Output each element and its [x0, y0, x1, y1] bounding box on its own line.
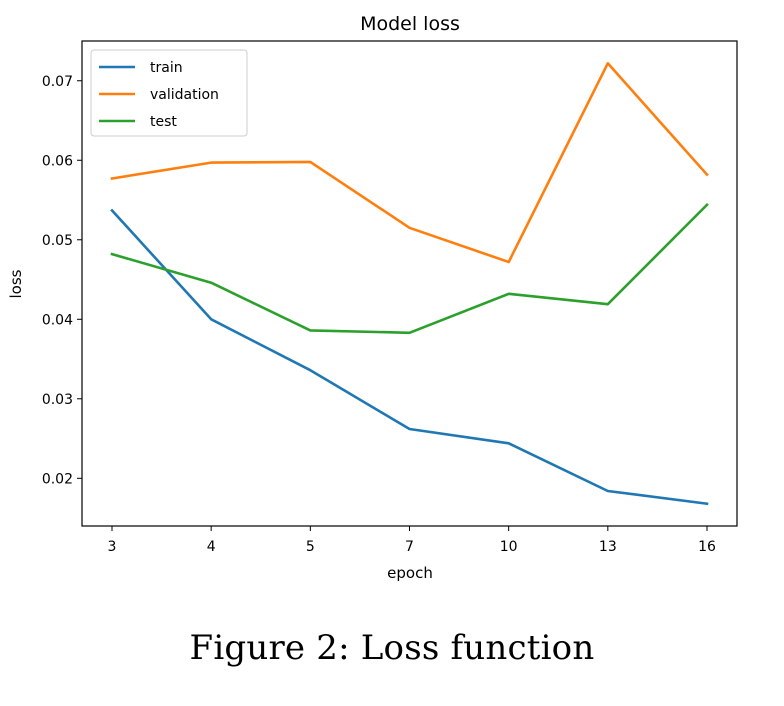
y-tick-label: 0.02	[42, 471, 73, 487]
x-tick-label: 7	[405, 539, 414, 555]
x-axis-ticks: 3 4 5 7 10 13 16	[108, 526, 716, 555]
y-axis-label: loss	[7, 269, 25, 298]
figure-caption: Figure 2: Loss function	[189, 628, 595, 668]
y-tick-label: 0.06	[42, 153, 73, 169]
series-line-validation	[110, 61, 709, 264]
legend-box	[90, 49, 248, 137]
y-tick-label: 0.05	[42, 233, 73, 249]
legend-label-validation: validation	[150, 87, 219, 103]
y-tick-label: 0.07	[42, 74, 73, 90]
series-lines	[110, 61, 709, 506]
legend: train validation test	[90, 49, 248, 137]
y-tick-label: 0.03	[42, 392, 73, 408]
x-tick-label: 16	[698, 539, 716, 555]
chart-title: Model loss	[360, 13, 460, 35]
legend-label-test: test	[150, 114, 177, 130]
loss-line-chart: Model loss 0.02 0.03 0.04 0.05 0.06 0.07 3 4 5 7…	[7, 13, 738, 582]
x-tick-label: 10	[500, 539, 518, 555]
x-axis-label: epoch	[387, 564, 433, 582]
legend-label-train: train	[150, 60, 183, 76]
x-tick-label: 4	[207, 539, 216, 555]
y-axis-ticks: 0.02 0.03 0.04 0.05 0.06 0.07	[42, 74, 82, 487]
series-line-train	[110, 208, 709, 506]
y-tick-label: 0.04	[42, 312, 73, 328]
series-line-test	[110, 202, 709, 335]
x-tick-label: 5	[306, 539, 315, 555]
x-tick-label: 3	[108, 539, 117, 555]
x-tick-label: 13	[599, 539, 617, 555]
